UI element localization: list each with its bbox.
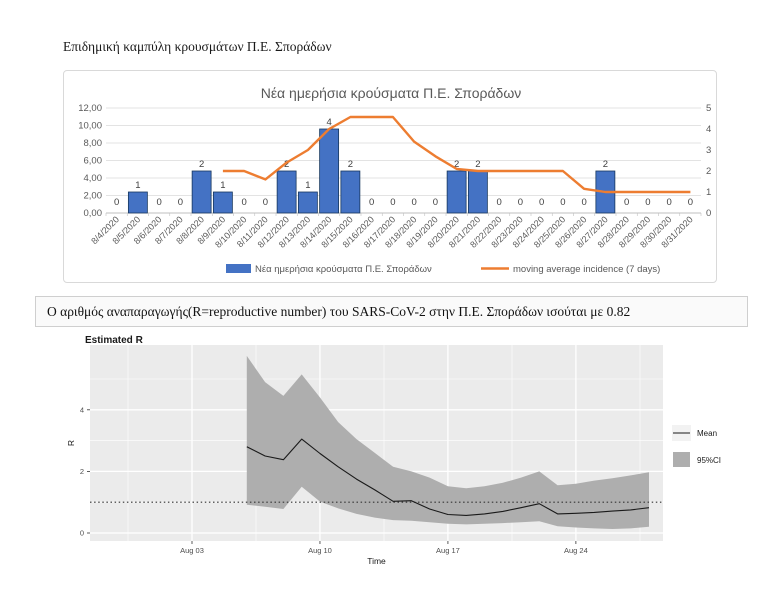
bar-data-label: 1 bbox=[305, 180, 310, 191]
bar-data-label: 1 bbox=[220, 180, 225, 191]
x-axis-tick-label: Aug 17 bbox=[436, 546, 460, 555]
left-axis-tick-label: 6,00 bbox=[84, 156, 103, 167]
y-axis-tick-label: 4 bbox=[80, 405, 84, 414]
bar-data-label: 0 bbox=[624, 197, 629, 208]
bar-data-label: 2 bbox=[348, 159, 353, 170]
bar-data-label: 0 bbox=[666, 197, 671, 208]
estimated-r-chart: Estimated R 0 2 4 Aug 03 Aug 10 Aug 17 Aug 24 Ti… bbox=[66, 335, 721, 566]
case-bar bbox=[319, 128, 340, 214]
legend-bar-label: Νέα ημερήσια κρούσματα Π.Ε. Σποράδων bbox=[255, 264, 432, 275]
page-title: Επιδημική καμπύλη κρουσμάτων Π.Ε. Σποράδ… bbox=[63, 39, 332, 54]
bar-data-label: 2 bbox=[603, 159, 608, 170]
case-bar bbox=[127, 191, 148, 214]
bar-data-label: 2 bbox=[199, 159, 204, 170]
x-axis-tick-label: Aug 03 bbox=[180, 546, 204, 555]
bar-data-label: 2 bbox=[454, 159, 459, 170]
estimated-r-chart-wrap: Estimated R 0 2 4 Aug 03 Aug 10 Aug 17 Aug 24 Ti… bbox=[60, 330, 783, 582]
bar-data-label: 0 bbox=[241, 197, 246, 208]
bar-data-label: 0 bbox=[539, 197, 544, 208]
case-bar bbox=[340, 170, 361, 214]
bar-data-label: 0 bbox=[390, 197, 395, 208]
chart-title: Νέα ημερήσια κρούσματα Π.Ε. Σποράδων bbox=[261, 85, 522, 101]
right-axis-tick-label: 5 bbox=[706, 103, 711, 114]
chart-title: Estimated R bbox=[85, 335, 144, 346]
legend-line-label: moving average incidence (7 days) bbox=[513, 264, 660, 275]
daily-cases-chart: Νέα ημερήσια κρούσματα Π.Ε. Σποράδων 0,00… bbox=[78, 85, 711, 275]
bar-data-label: 0 bbox=[688, 197, 693, 208]
legend-ci-label: 95%CI bbox=[697, 456, 721, 465]
legend-mean-label: Mean bbox=[697, 429, 717, 438]
left-axis-tick-label: 0,00 bbox=[84, 208, 103, 219]
right-axis-tick-label: 4 bbox=[706, 124, 711, 135]
left-axis-tick-label: 4,00 bbox=[84, 173, 103, 184]
left-axis-tick-label: 12,00 bbox=[78, 103, 102, 114]
bar-data-label: 0 bbox=[560, 197, 565, 208]
case-bar bbox=[276, 170, 297, 214]
case-bar bbox=[191, 170, 212, 214]
moving-average-line bbox=[222, 115, 691, 194]
legend-bar-swatch bbox=[226, 264, 251, 273]
y-axis-tick-label: 0 bbox=[80, 529, 84, 538]
bar-data-label: 0 bbox=[411, 197, 416, 208]
case-bar bbox=[212, 191, 233, 214]
y-axis-tick-label: 2 bbox=[80, 467, 84, 476]
bar-data-label: 0 bbox=[369, 197, 374, 208]
left-axis-tick-label: 2,00 bbox=[84, 191, 103, 202]
left-axis-tick-label: 10,00 bbox=[78, 121, 102, 132]
case-bar bbox=[467, 170, 488, 214]
bar-data-label: 1 bbox=[135, 180, 140, 191]
bar-data-label: 0 bbox=[496, 197, 501, 208]
y-axis-title: R bbox=[66, 440, 76, 446]
right-axis-tick-label: 0 bbox=[706, 208, 711, 219]
bar-data-label: 0 bbox=[645, 197, 650, 208]
legend-ci-swatch bbox=[673, 452, 690, 467]
bar-data-label: 0 bbox=[518, 197, 523, 208]
bar-data-label: 0 bbox=[263, 197, 268, 208]
x-axis-tick-label: Aug 24 bbox=[564, 546, 588, 555]
bar-data-label: 0 bbox=[178, 197, 183, 208]
r-number-banner: Ο αριθμός αναπαραγωγής(R=reproductive nu… bbox=[35, 296, 748, 327]
daily-cases-chart-card: Νέα ημερήσια κρούσματα Π.Ε. Σποράδων 0,00… bbox=[63, 70, 717, 283]
x-axis-title: Time bbox=[367, 556, 386, 566]
case-bar bbox=[446, 170, 467, 214]
left-axis-tick-label: 8,00 bbox=[84, 138, 103, 149]
bar-data-label: 2 bbox=[475, 159, 480, 170]
right-axis-tick-label: 3 bbox=[706, 145, 711, 156]
x-axis-tick-label: Aug 10 bbox=[308, 546, 332, 555]
right-axis-tick-label: 1 bbox=[706, 187, 711, 198]
right-axis-tick-label: 2 bbox=[706, 166, 711, 177]
bar-data-label: 4 bbox=[326, 117, 331, 128]
r-number-text: Ο αριθμός αναπαραγωγής(R=reproductive nu… bbox=[47, 303, 631, 319]
bar-data-label: 2 bbox=[284, 159, 289, 170]
confidence-band bbox=[246, 355, 650, 529]
bar-data-label: 0 bbox=[114, 197, 119, 208]
bar-data-label: 0 bbox=[433, 197, 438, 208]
bar-data-label: 0 bbox=[581, 197, 586, 208]
case-bar bbox=[297, 191, 318, 214]
bar-data-label: 0 bbox=[156, 197, 161, 208]
mean-r-line bbox=[246, 438, 650, 516]
